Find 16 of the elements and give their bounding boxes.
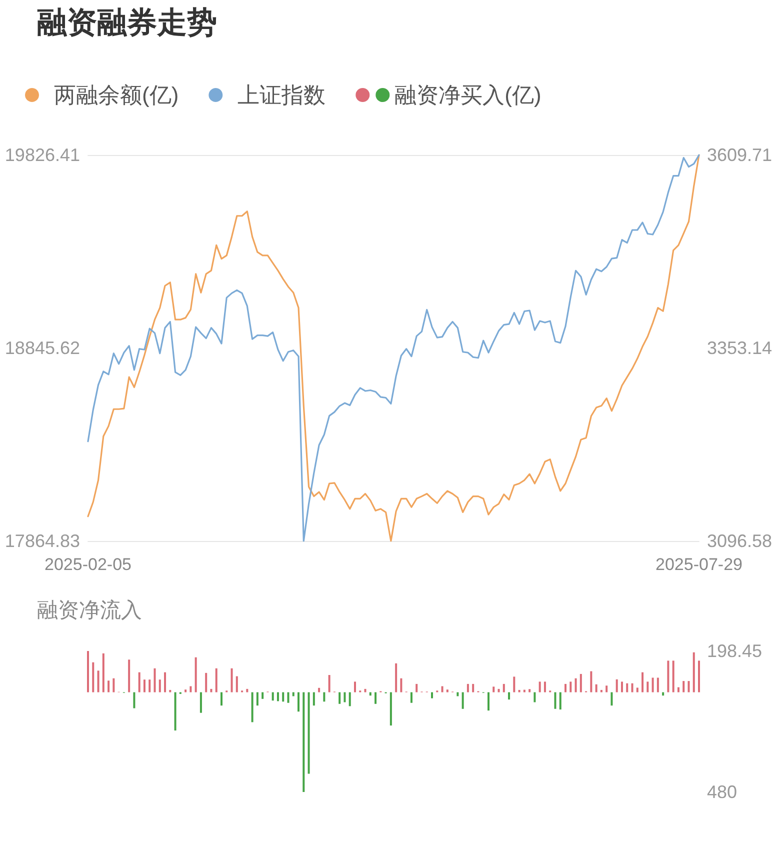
y2-tick-label: 3609.71	[707, 145, 772, 165]
y-tick-label: 19826.41	[4, 145, 80, 165]
y2-tick-label: 3353.14	[707, 338, 772, 358]
y3-axis-title: 融资净流入	[37, 599, 142, 622]
x-tick-label: 2025-07-29	[656, 555, 742, 574]
y-tick-label: 18845.62	[4, 338, 80, 358]
line-series	[87, 154, 700, 542]
x-tick-label: 2025-02-05	[44, 555, 132, 574]
chart-title: 融资融券走势	[37, 6, 217, 40]
legend-label: 融资净买入(亿)	[394, 82, 542, 108]
y3-tick-label: 198.45	[707, 641, 762, 661]
legend-label: 两融余额(亿)	[54, 82, 179, 108]
y-tick-label: 17864.83	[4, 531, 80, 551]
legend-label: 上证指数	[238, 82, 326, 108]
y3-tick-label: 480	[707, 782, 738, 802]
y2-tick-label: 3096.58	[707, 531, 772, 551]
